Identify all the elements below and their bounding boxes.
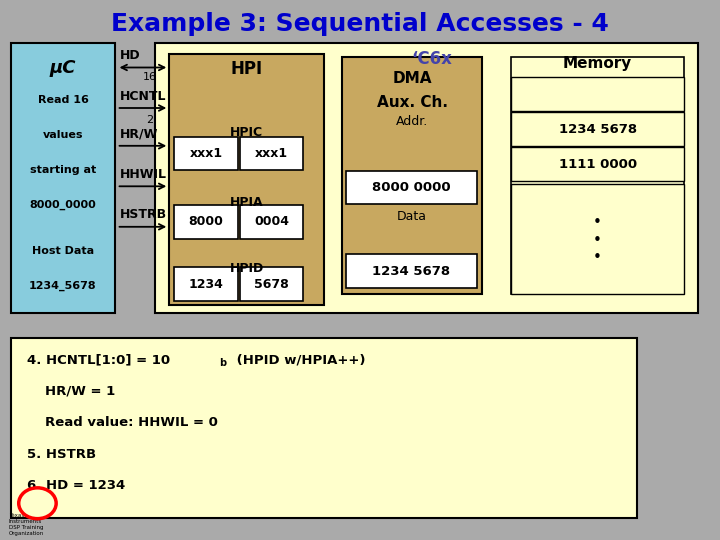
- Bar: [346, 171, 477, 204]
- Text: 1234: 1234: [189, 278, 223, 291]
- Text: HCNTL: HCNTL: [120, 90, 167, 103]
- Text: Data: Data: [397, 210, 427, 222]
- Text: values: values: [42, 130, 84, 140]
- Text: •
•
•: • • •: [593, 215, 602, 265]
- Text: HD: HD: [120, 49, 141, 62]
- Text: xxx1: xxx1: [255, 147, 288, 160]
- Bar: [342, 57, 482, 294]
- Text: Read value: HHWIL = 0: Read value: HHWIL = 0: [45, 416, 217, 429]
- Bar: [155, 43, 698, 313]
- Text: HR/W = 1: HR/W = 1: [45, 385, 115, 398]
- Bar: [511, 184, 684, 294]
- Bar: [174, 205, 238, 239]
- Text: 1234 5678: 1234 5678: [372, 265, 450, 278]
- Text: 0004: 0004: [254, 215, 289, 228]
- Bar: [346, 254, 477, 288]
- Bar: [511, 77, 684, 111]
- Text: starting at: starting at: [30, 165, 96, 175]
- Text: 6. HD = 1234: 6. HD = 1234: [27, 479, 125, 492]
- Text: Read 16: Read 16: [37, 95, 89, 105]
- Bar: [174, 267, 238, 301]
- Bar: [511, 57, 684, 294]
- Bar: [169, 54, 324, 305]
- Text: b: b: [220, 358, 227, 368]
- Text: 5. HSTRB: 5. HSTRB: [27, 448, 96, 461]
- Text: HHWIL: HHWIL: [120, 168, 167, 181]
- Bar: [511, 147, 684, 181]
- Text: Aux. Ch.: Aux. Ch.: [377, 95, 448, 110]
- Text: 16: 16: [143, 72, 157, 82]
- Text: 1234_5678: 1234_5678: [30, 281, 96, 292]
- Text: HPIC: HPIC: [230, 126, 264, 139]
- Text: 5678: 5678: [254, 278, 289, 291]
- Text: HPID: HPID: [230, 262, 264, 275]
- Bar: [11, 43, 115, 313]
- Text: 8000 0000: 8000 0000: [372, 181, 451, 194]
- Bar: [174, 137, 238, 170]
- Text: 2: 2: [147, 115, 153, 125]
- Text: 1234 5678: 1234 5678: [559, 123, 636, 136]
- Bar: [240, 205, 303, 239]
- Text: Host Data: Host Data: [32, 246, 94, 256]
- Bar: [240, 267, 303, 301]
- Text: 8000_0000: 8000_0000: [30, 200, 96, 211]
- Text: μC: μC: [50, 58, 76, 77]
- Text: 4. HCNTL[1:0] = 10: 4. HCNTL[1:0] = 10: [27, 354, 170, 367]
- Text: DMA: DMA: [392, 71, 432, 86]
- Text: (HPID w/HPIA++): (HPID w/HPIA++): [232, 354, 365, 367]
- Text: HPI: HPI: [230, 60, 263, 78]
- Text: 1111 0000: 1111 0000: [559, 158, 636, 171]
- Text: Addr.: Addr.: [396, 115, 428, 128]
- Text: Example 3: Sequential Accesses - 4: Example 3: Sequential Accesses - 4: [111, 12, 609, 36]
- Text: Memory: Memory: [563, 56, 632, 71]
- Text: Texas
Instruments
DSP Training
Organization: Texas Instruments DSP Training Organizat…: [9, 514, 44, 536]
- Text: ‘C6x: ‘C6x: [412, 50, 452, 69]
- Text: HPIA: HPIA: [230, 196, 264, 209]
- Text: HSTRB: HSTRB: [120, 208, 167, 221]
- Bar: [511, 112, 684, 146]
- Text: 8000: 8000: [189, 215, 223, 228]
- Text: HR/W: HR/W: [120, 127, 158, 140]
- Bar: [11, 338, 637, 518]
- Text: xxx1: xxx1: [189, 147, 222, 160]
- Bar: [240, 137, 303, 170]
